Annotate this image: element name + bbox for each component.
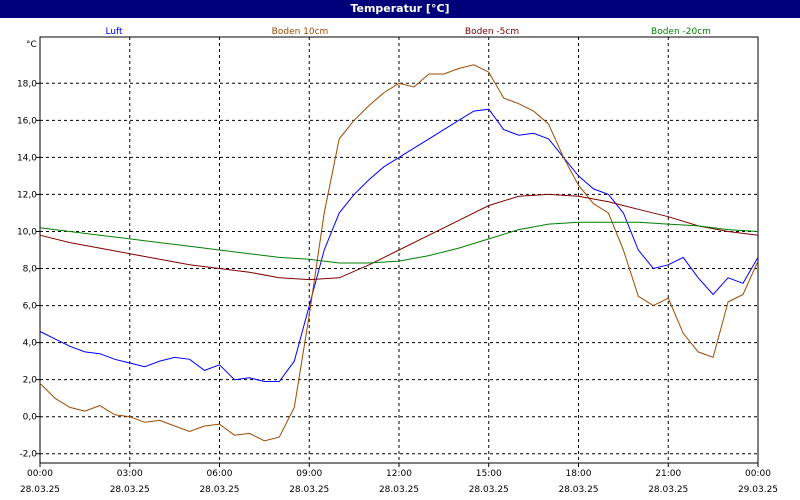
chart: Luft Boden 10cm Boden -5cm Boden -20cm °C -… <box>17 27 778 495</box>
x-tick-time-label: 00:00 <box>745 469 771 479</box>
x-tick-date-label: 28.03.25 <box>289 485 329 495</box>
x-tick-time-label: 18:00 <box>566 469 592 479</box>
x-tick-date-label: 28.03.25 <box>199 485 239 495</box>
y-tick-label: 12,0 <box>17 190 37 200</box>
x-tick-date-label: 28.03.25 <box>648 485 688 495</box>
legend-entry: Luft <box>105 27 123 37</box>
window-title: Temperatur [°C] <box>0 0 800 18</box>
x-tick-date-label: 28.03.25 <box>110 485 150 495</box>
y-tick-label: 18,0 <box>17 79 37 89</box>
series-line <box>39 193 759 281</box>
x-tick-time-label: 00:00 <box>27 469 53 479</box>
x-tick-date-label: 28.03.25 <box>469 485 509 495</box>
x-tick-time-label: 21:00 <box>655 469 681 479</box>
series-line <box>39 108 759 382</box>
x-tick-date-label: 28.03.25 <box>379 485 419 495</box>
legend-entry: Boden -20cm <box>651 27 711 37</box>
x-tick-date-label: 28.03.25 <box>558 485 598 495</box>
y-axis-ticks: -2,0 0,0 2,0 4,0 6,0 8,0 10,0 12,0 14,0 16,0 18,0 <box>17 79 40 460</box>
y-tick-label: 8,0 <box>23 265 38 275</box>
legend-entry: Boden 10cm <box>272 27 329 37</box>
y-tick-label: 0,0 <box>23 413 38 423</box>
x-tick-date-label: 29.03.25 <box>738 485 778 495</box>
y-tick-label: 6,0 <box>23 302 38 312</box>
y-tick-label: 4,0 <box>23 339 38 349</box>
y-axis-unit: °C <box>26 40 37 50</box>
x-tick-time-label: 15:00 <box>476 469 502 479</box>
x-tick-date-label: 28.03.25 <box>20 485 60 495</box>
x-axis-ticks: 00:00 28.03.25 03:00 28.03.25 06:00 28.03.25 0… <box>20 463 778 495</box>
y-tick-label: 10,0 <box>17 227 37 237</box>
y-tick-label: 14,0 <box>17 153 37 163</box>
series-line <box>39 64 759 442</box>
y-tick-label: 16,0 <box>17 116 37 126</box>
legend-entry: Boden -5cm <box>465 27 519 37</box>
x-tick-time-label: 12:00 <box>386 469 412 479</box>
x-tick-time-label: 09:00 <box>296 469 322 479</box>
legend: Luft Boden 10cm Boden -5cm Boden -20cm <box>105 27 711 37</box>
y-tick-label: -2,0 <box>19 450 37 460</box>
series-line <box>39 221 759 264</box>
x-tick-time-label: 03:00 <box>117 469 143 479</box>
y-tick-label: 2,0 <box>23 376 38 386</box>
x-tick-time-label: 06:00 <box>207 469 233 479</box>
series-lines <box>39 64 759 442</box>
